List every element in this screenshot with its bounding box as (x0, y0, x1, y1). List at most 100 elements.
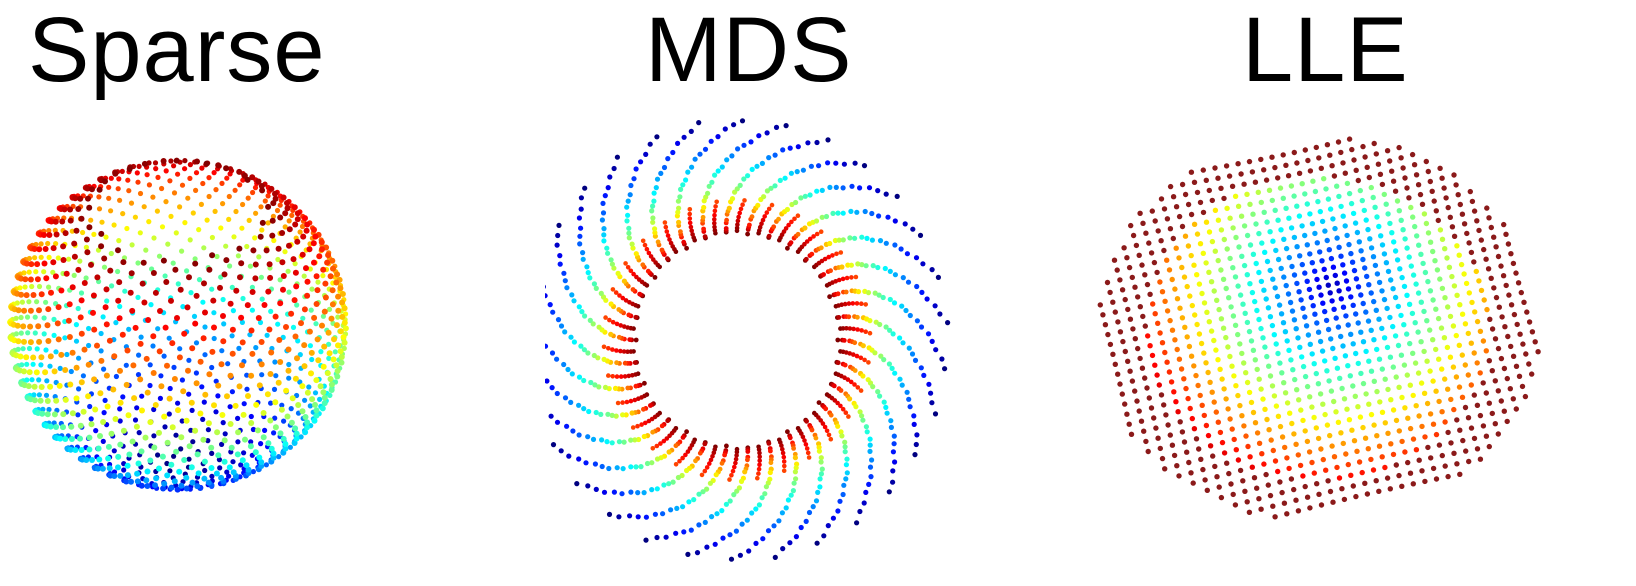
data-point-mds (720, 535, 726, 541)
data-point-lle (1382, 420, 1388, 426)
data-point-lle (1250, 251, 1257, 257)
data-point-sparse (139, 280, 146, 287)
data-point-lle (1270, 447, 1276, 454)
data-point-mds (886, 361, 892, 367)
data-point-mds (855, 289, 862, 295)
data-point-sparse (327, 392, 333, 398)
data-point-sparse (69, 284, 76, 291)
data-point-sparse (148, 302, 154, 308)
data-point-sparse (289, 395, 296, 402)
data-point-sparse (283, 387, 290, 394)
data-point-sparse (140, 259, 147, 266)
data-point-mds (899, 382, 905, 388)
data-point-mds (919, 289, 925, 295)
data-point-lle (1437, 165, 1443, 171)
data-point-lle (1415, 370, 1422, 376)
data-point-lle (1359, 469, 1365, 476)
data-point-mds (766, 206, 772, 212)
data-point-lle (1173, 245, 1179, 251)
data-point-sparse (171, 190, 178, 196)
data-point-sparse (299, 383, 306, 390)
data-point-mds (827, 184, 833, 190)
data-point-mds (810, 504, 816, 510)
data-point-mds (707, 461, 712, 466)
data-point-lle (1339, 486, 1345, 492)
data-point-lle (1139, 365, 1146, 371)
data-point-sparse (321, 343, 328, 350)
data-point-mds (670, 479, 676, 485)
data-point-mds (621, 439, 627, 445)
data-point-lle (1229, 363, 1235, 369)
data-point-lle (1174, 346, 1180, 353)
data-point-mds (876, 292, 882, 298)
data-point-sparse (127, 289, 134, 296)
data-point-lle (1286, 347, 1292, 353)
data-point-lle (1433, 388, 1439, 394)
data-point-lle (1177, 419, 1183, 425)
data-point-mds (828, 268, 833, 274)
data-point-sparse (187, 175, 193, 181)
data-point-sparse (249, 174, 256, 181)
data-point-lle (1293, 441, 1299, 447)
data-point-lle (1275, 468, 1281, 475)
data-point-sparse (243, 462, 250, 469)
data-point-sparse (41, 331, 47, 337)
data-point-lle (1368, 327, 1374, 333)
data-point-sparse (341, 319, 348, 326)
data-point-mds (626, 312, 632, 318)
data-point-lle (1216, 484, 1222, 490)
data-point-mds (851, 326, 856, 332)
data-point-mds (622, 360, 628, 366)
data-point-mds (688, 527, 694, 533)
data-point-lle (1244, 379, 1251, 386)
data-point-mds (637, 291, 643, 297)
data-point-sparse (175, 281, 181, 287)
data-point-sparse (73, 322, 79, 328)
data-point-lle (1442, 419, 1448, 425)
data-point-lle (1495, 431, 1501, 437)
data-point-sparse (261, 302, 268, 308)
data-point-lle (1135, 294, 1141, 300)
data-point-lle (1221, 386, 1227, 392)
data-point-lle (1167, 317, 1173, 324)
data-point-mds (766, 233, 772, 239)
data-point-sparse (285, 346, 292, 353)
data-point-sparse (144, 468, 151, 475)
data-point-sparse (47, 353, 54, 360)
data-point-mds (627, 513, 633, 519)
data-point-mds (655, 239, 661, 245)
data-point-lle (1124, 411, 1130, 417)
data-point-sparse (301, 342, 308, 349)
data-point-sparse (224, 175, 230, 181)
data-point-mds (578, 343, 584, 349)
data-point-lle (1200, 466, 1206, 473)
data-point-lle (1157, 330, 1163, 336)
data-point-sparse (253, 210, 259, 216)
data-point-lle (1124, 255, 1130, 261)
data-point-lle (1396, 472, 1402, 479)
data-point-lle (1244, 319, 1251, 326)
data-point-lle (1392, 188, 1399, 194)
data-point-sparse (38, 254, 44, 260)
data-point-mds (600, 200, 606, 206)
data-point-lle (1283, 245, 1290, 252)
data-point-lle (1364, 164, 1370, 170)
data-point-sparse (244, 372, 250, 378)
data-point-mds (929, 338, 935, 344)
data-point-sparse (78, 379, 85, 386)
data-point-sparse (194, 483, 201, 490)
data-point-mds (653, 185, 659, 191)
data-point-sparse (136, 163, 142, 169)
data-point-sparse (193, 380, 200, 387)
data-point-mds (748, 139, 754, 145)
data-point-lle (1200, 167, 1206, 173)
data-point-lle (1260, 396, 1266, 402)
data-point-mds (763, 484, 769, 490)
data-point-sparse (36, 392, 43, 398)
data-point-mds (585, 350, 591, 356)
data-point-lle (1320, 456, 1326, 463)
data-point-sparse (171, 364, 177, 370)
data-point-mds (625, 212, 631, 218)
data-point-sparse (126, 326, 132, 332)
data-point-sparse (135, 260, 141, 266)
